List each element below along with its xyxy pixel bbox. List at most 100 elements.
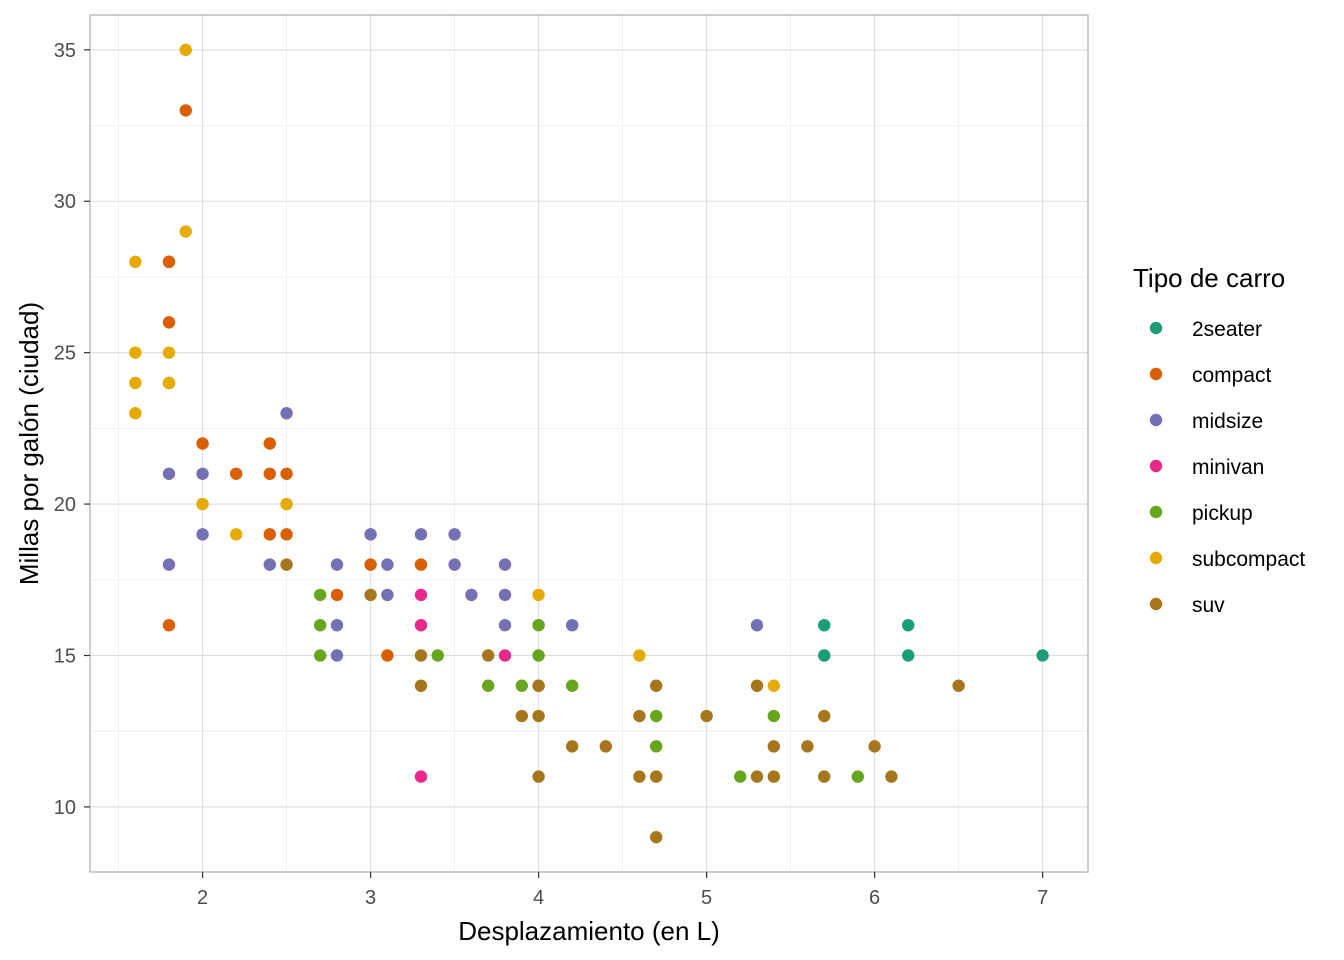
point-suv xyxy=(801,740,814,753)
point-subcompact xyxy=(129,346,142,359)
point-midsize xyxy=(381,558,394,571)
point-pickup xyxy=(565,679,579,692)
point-compact xyxy=(280,467,293,480)
point-minivan xyxy=(414,618,428,632)
legend-label-subcompact: subcompact xyxy=(1192,548,1305,571)
point-subcompact xyxy=(179,225,192,238)
point-pickup xyxy=(481,679,495,692)
point-suv xyxy=(280,558,293,571)
point-midsize xyxy=(196,528,209,541)
legend-label-pickup: pickup xyxy=(1192,502,1253,525)
point-compact xyxy=(381,649,394,662)
point-pickup xyxy=(650,740,663,753)
point-suv xyxy=(599,740,613,753)
legend-key-compact xyxy=(1149,367,1163,381)
data-points xyxy=(129,43,1049,844)
point-suv xyxy=(532,709,545,723)
point-subcompact xyxy=(196,497,209,511)
point-subcompact xyxy=(129,255,142,269)
point-pickup xyxy=(851,770,865,783)
x-axis: 2 3 4 5 6 7 xyxy=(197,872,1048,909)
minor-gridlines xyxy=(90,15,1088,872)
y-tick-label: 20 xyxy=(54,494,76,516)
point-midsize xyxy=(162,558,176,571)
point-pickup xyxy=(313,588,327,602)
legend-label-2seater: 2seater xyxy=(1192,318,1262,341)
point-compact xyxy=(179,104,192,117)
point-minivan xyxy=(414,770,428,783)
point-pickup xyxy=(767,709,781,723)
point-compact xyxy=(263,528,276,541)
x-tick-label: 3 xyxy=(365,887,376,909)
point-pickup xyxy=(734,770,747,783)
point-suv xyxy=(650,770,663,783)
y-tick-label: 30 xyxy=(54,191,76,213)
point-compact xyxy=(330,588,344,602)
legend-label-suv: suv xyxy=(1192,594,1225,617)
point-minivan xyxy=(414,588,428,602)
legend-title: Tipo de carro xyxy=(1133,263,1285,293)
point-subcompact xyxy=(633,649,646,662)
legend-key-suv xyxy=(1149,597,1163,611)
point-suv xyxy=(868,740,881,753)
point-2seater xyxy=(902,618,915,632)
major-gridlines xyxy=(90,15,1088,872)
point-2seater xyxy=(902,649,915,662)
point-midsize xyxy=(381,588,394,602)
point-midsize xyxy=(498,558,512,571)
x-axis-title: Desplazamiento (en L) xyxy=(458,916,720,946)
point-suv xyxy=(767,740,781,753)
point-suv xyxy=(818,770,831,783)
point-compact xyxy=(229,467,243,480)
y-tick-label: 25 xyxy=(54,343,76,365)
point-subcompact xyxy=(162,346,176,359)
point-suv xyxy=(414,649,428,662)
point-suv xyxy=(633,770,646,783)
point-midsize xyxy=(414,528,428,541)
y-axis-title: Millas por galón (ciudad) xyxy=(14,302,44,585)
point-compact xyxy=(280,528,293,541)
panel-border xyxy=(89,14,1089,873)
x-tick-label: 5 xyxy=(701,887,712,909)
point-suv xyxy=(750,770,764,783)
point-minivan xyxy=(498,649,512,662)
point-subcompact xyxy=(162,376,176,390)
y-axis: 10 15 20 25 30 35 xyxy=(54,40,90,819)
point-suv xyxy=(750,679,764,692)
x-tick-label: 4 xyxy=(533,887,544,909)
point-pickup xyxy=(431,649,444,662)
point-subcompact xyxy=(229,528,243,541)
point-suv xyxy=(532,770,545,783)
point-midsize xyxy=(364,528,377,541)
point-suv xyxy=(481,649,495,662)
point-suv xyxy=(364,588,377,602)
point-compact xyxy=(263,467,276,480)
y-tick-label: 10 xyxy=(54,797,76,819)
point-midsize xyxy=(448,558,461,571)
point-subcompact xyxy=(280,497,293,511)
point-midsize xyxy=(280,407,293,420)
point-2seater xyxy=(818,618,831,632)
point-compact xyxy=(414,558,428,571)
point-midsize xyxy=(330,558,344,571)
point-midsize xyxy=(330,618,344,632)
point-suv xyxy=(650,679,663,692)
point-compact xyxy=(364,558,377,571)
point-suv xyxy=(767,770,781,783)
legend-label-midsize: midsize xyxy=(1192,410,1263,433)
x-tick-label: 2 xyxy=(197,887,208,909)
point-suv xyxy=(414,679,428,692)
point-subcompact xyxy=(129,376,142,390)
x-tick-label: 6 xyxy=(869,887,880,909)
point-midsize xyxy=(498,618,512,632)
point-suv xyxy=(633,709,646,723)
point-pickup xyxy=(532,649,545,662)
point-2seater xyxy=(818,649,831,662)
point-midsize xyxy=(162,467,176,480)
point-midsize xyxy=(196,467,209,480)
point-midsize xyxy=(750,618,764,632)
point-suv xyxy=(565,740,579,753)
point-suv xyxy=(532,679,545,692)
